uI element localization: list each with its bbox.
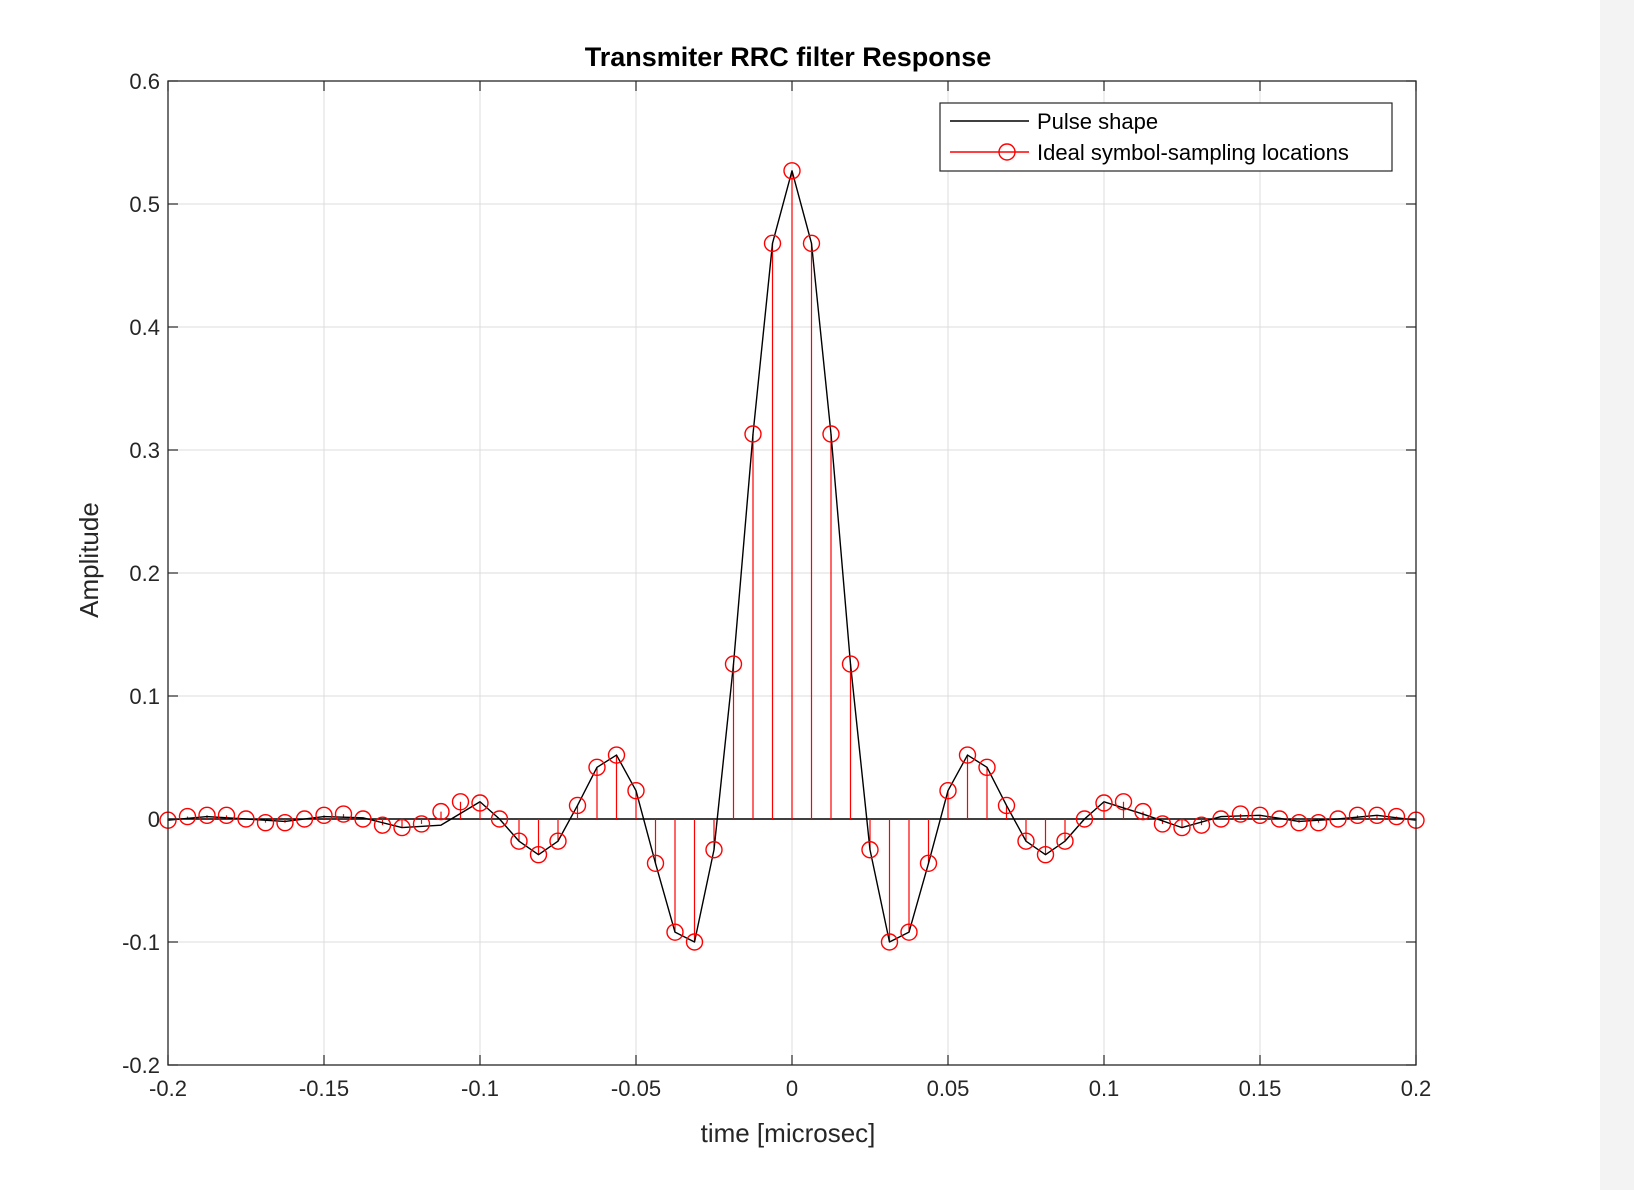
sample-marker bbox=[451, 793, 470, 811]
sample-marker bbox=[900, 923, 918, 941]
legend: Pulse shape Ideal symbol-sampling locati… bbox=[939, 102, 1393, 172]
legend-label-pulse: Pulse shape bbox=[1037, 109, 1158, 134]
sample-marker bbox=[1114, 793, 1133, 811]
sample-marker bbox=[315, 806, 333, 825]
y-tick-label: 0.4 bbox=[129, 315, 160, 340]
sample-marker bbox=[1095, 794, 1113, 812]
sample-marker bbox=[939, 782, 957, 800]
sample-marker bbox=[1075, 810, 1094, 828]
sample-marker bbox=[1368, 806, 1386, 825]
sample-marker bbox=[1329, 810, 1347, 828]
sample-marker bbox=[705, 841, 723, 859]
sample-marker bbox=[1153, 815, 1172, 833]
sample-marker bbox=[334, 805, 353, 823]
y-tick-label: 0.1 bbox=[129, 684, 160, 709]
sample-marker bbox=[529, 845, 548, 864]
sample-marker bbox=[510, 832, 528, 850]
sample-marker bbox=[646, 854, 665, 872]
tick-layer: -0.2 -0.15 -0.1 -0.05 0 0.05 0.1 0.15 0.2 -0.2 -0.… bbox=[122, 69, 1431, 1101]
x-tick-label: 0 bbox=[786, 1076, 798, 1101]
sample-marker bbox=[373, 816, 392, 834]
sample-marker bbox=[978, 758, 996, 777]
marker-layer bbox=[159, 162, 1425, 951]
sample-marker bbox=[997, 796, 1016, 815]
y-tick-label: 0 bbox=[148, 807, 160, 832]
sample-marker bbox=[198, 806, 216, 825]
sample-marker bbox=[802, 234, 821, 253]
sample-marker bbox=[393, 818, 411, 837]
sample-marker bbox=[627, 782, 645, 800]
sample-marker bbox=[958, 746, 977, 764]
sample-marker bbox=[744, 425, 762, 443]
x-tick-label: -0.15 bbox=[299, 1076, 349, 1101]
sample-marker bbox=[1387, 807, 1406, 826]
sample-marker bbox=[276, 813, 294, 832]
sample-marker bbox=[783, 162, 801, 180]
sample-marker bbox=[471, 794, 489, 812]
sample-marker bbox=[1134, 802, 1152, 821]
sample-marker bbox=[1192, 816, 1211, 834]
sample-marker bbox=[412, 815, 431, 833]
sample-marker bbox=[237, 810, 255, 828]
y-tick-label: 0.3 bbox=[129, 438, 160, 463]
sample-marker bbox=[1173, 818, 1191, 837]
sample-marker bbox=[763, 234, 782, 253]
x-axis-label: time [microsec] bbox=[701, 1118, 876, 1148]
sample-marker bbox=[1231, 805, 1250, 823]
x-tick-label: -0.05 bbox=[611, 1076, 661, 1101]
y-tick-label: 0.6 bbox=[129, 69, 160, 94]
y-tick-label: 0.5 bbox=[129, 192, 160, 217]
x-tick-label: 0.05 bbox=[927, 1076, 970, 1101]
chart-title: Transmiter RRC filter Response bbox=[585, 42, 992, 72]
sample-marker bbox=[861, 841, 879, 859]
sample-marker bbox=[1309, 813, 1328, 832]
rrc-response-chart: -0.2 -0.15 -0.1 -0.05 0 0.05 0.1 0.15 0.2 -0.2 -0.… bbox=[74, 42, 1431, 1148]
sample-marker bbox=[607, 746, 626, 764]
sample-marker bbox=[1212, 810, 1230, 828]
sample-marker bbox=[490, 810, 509, 828]
sample-marker bbox=[1017, 832, 1035, 850]
y-tick-label: -0.2 bbox=[122, 1053, 160, 1078]
y-tick-label: 0.2 bbox=[129, 561, 160, 586]
sample-marker bbox=[822, 425, 840, 443]
sample-marker bbox=[1036, 845, 1055, 864]
sample-marker bbox=[256, 813, 275, 832]
sample-marker bbox=[666, 923, 684, 941]
legend-sample-marker-swatch bbox=[998, 143, 1016, 161]
sample-marker bbox=[354, 810, 372, 828]
sample-marker bbox=[724, 655, 743, 673]
sample-marker bbox=[1290, 813, 1308, 832]
sample-marker bbox=[549, 832, 567, 850]
sample-marker bbox=[295, 810, 314, 828]
sample-marker bbox=[919, 854, 938, 872]
pulse-line-layer bbox=[167, 170, 1417, 943]
x-tick-label: 0.1 bbox=[1089, 1076, 1120, 1101]
sample-marker bbox=[568, 796, 587, 815]
legend-label-samples: Ideal symbol-sampling locations bbox=[1037, 140, 1349, 165]
sample-marker bbox=[217, 806, 236, 825]
side-panel bbox=[1600, 0, 1634, 1190]
sample-marker bbox=[178, 807, 197, 826]
sample-marker bbox=[1270, 810, 1289, 828]
y-tick-label: -0.1 bbox=[122, 930, 160, 955]
x-tick-label: -0.1 bbox=[461, 1076, 499, 1101]
x-tick-label: 0.15 bbox=[1239, 1076, 1282, 1101]
sample-marker bbox=[841, 655, 860, 673]
pulse-shape-line bbox=[167, 170, 1417, 943]
sample-marker bbox=[685, 933, 704, 951]
sample-marker bbox=[1348, 806, 1367, 825]
x-tick-label: 0.2 bbox=[1401, 1076, 1432, 1101]
sample-marker bbox=[432, 802, 450, 821]
sample-marker bbox=[1251, 806, 1269, 825]
x-tick-label: -0.2 bbox=[149, 1076, 187, 1101]
sample-marker bbox=[880, 933, 899, 951]
sample-marker bbox=[1056, 832, 1074, 850]
y-axis-label: Amplitude bbox=[74, 502, 104, 618]
legend-box bbox=[939, 102, 1393, 172]
sample-marker bbox=[588, 758, 606, 777]
